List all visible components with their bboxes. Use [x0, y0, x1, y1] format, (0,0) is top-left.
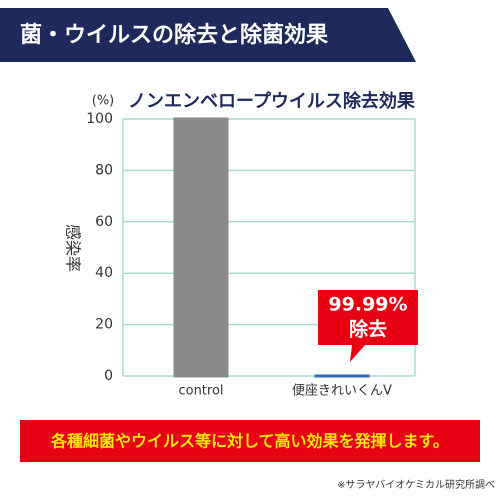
header-title: 菌・ウイルスの除去と除菌効果	[20, 22, 328, 48]
callout-box	[318, 290, 418, 362]
y-tick-label: 60	[95, 214, 113, 230]
bar	[173, 117, 229, 378]
y-tick-label: 100	[86, 111, 113, 127]
x-tick-label: control	[178, 384, 223, 399]
footer-banner	[20, 420, 480, 462]
header-banner	[0, 8, 416, 62]
y-tick-label: 0	[104, 368, 113, 384]
y-tick-label: 80	[95, 162, 113, 178]
chart-title: ノンエンベロープウイルス除去効果	[128, 90, 416, 112]
y-tick-label: 40	[95, 265, 113, 281]
footnote: ※サラヤバイオケミカル研究所調べ	[337, 478, 495, 491]
footer-banner-text: 各種細菌やウイルス等に対して高い効果を発揮します。	[50, 432, 449, 451]
y-unit: (%)	[92, 94, 115, 109]
y-axis-label: 感染率	[64, 224, 83, 272]
callout-text: 99.99%	[328, 294, 407, 316]
x-tick-label: 便座きれいくんV	[292, 384, 392, 399]
callout-text: 除去	[349, 318, 387, 341]
y-tick-label: 20	[95, 317, 113, 333]
